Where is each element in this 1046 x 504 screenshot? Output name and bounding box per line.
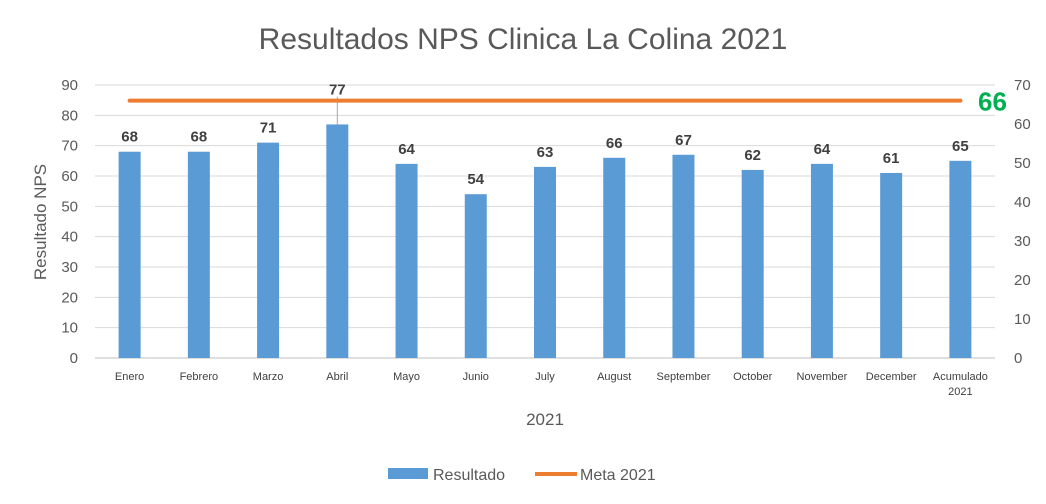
bar xyxy=(741,169,764,358)
bar xyxy=(949,160,972,358)
y-tick-label: 60 xyxy=(61,168,78,185)
y-axis-title: Resultado NPS xyxy=(31,164,50,280)
x-category-label: Mayo xyxy=(393,371,420,383)
y-axis-ticks: 0 10 20 30 40 50 60 70 80 90 xyxy=(61,77,78,367)
bar xyxy=(326,124,349,358)
y2-tick-label: 10 xyxy=(1014,311,1031,328)
legend: Resultado Meta 2021 xyxy=(388,467,656,484)
x-category-label: Marzo xyxy=(253,371,284,383)
y-tick-label: 30 xyxy=(61,259,78,276)
data-label: 71 xyxy=(260,120,277,137)
legend-label-resultado: Resultado xyxy=(433,467,505,484)
y-tick-label: 40 xyxy=(61,229,78,246)
data-label: 67 xyxy=(675,132,692,149)
data-label: 62 xyxy=(744,147,761,164)
bar xyxy=(810,163,833,358)
y2-tick-label: 50 xyxy=(1014,155,1031,172)
data-label: 64 xyxy=(398,141,415,158)
target-value-label: 66 xyxy=(978,87,1007,117)
y-tick-label: 50 xyxy=(61,198,78,215)
y2-tick-label: 40 xyxy=(1014,194,1031,211)
data-label: 65 xyxy=(952,138,969,155)
bar xyxy=(464,194,487,358)
y2-tick-label: 70 xyxy=(1014,77,1031,94)
chart-title: Resultados NPS Clinica La Colina 2021 xyxy=(259,23,788,56)
y2-tick-label: 30 xyxy=(1014,233,1031,250)
data-label: 61 xyxy=(883,150,900,167)
x-category-label: December xyxy=(866,371,917,383)
x-category-label: September xyxy=(657,371,711,383)
x-category-label: Abril xyxy=(326,371,348,383)
data-label: 77 xyxy=(329,82,346,99)
y-tick-label: 70 xyxy=(61,138,78,155)
target-line-series: 66 xyxy=(127,87,1007,117)
data-label: 64 xyxy=(814,141,831,158)
data-label: 68 xyxy=(191,129,208,146)
x-category-label: Enero xyxy=(115,371,144,383)
x-category-label: July xyxy=(535,371,555,383)
y-tick-label: 90 xyxy=(61,77,78,94)
legend-label-meta: Meta 2021 xyxy=(580,467,656,484)
bar xyxy=(880,172,903,358)
bar xyxy=(395,163,418,358)
data-label: 68 xyxy=(121,129,138,146)
y2-tick-label: 60 xyxy=(1014,116,1031,133)
x-category-label: October xyxy=(733,371,772,383)
x-axis-title: 2021 xyxy=(526,410,564,429)
data-labels: 68 68 71 77 64 54 63 66 67 62 64 61 65 xyxy=(121,82,968,189)
data-label: 66 xyxy=(606,135,623,152)
bar xyxy=(603,157,626,358)
x-category-label: August xyxy=(597,371,631,383)
legend-swatch-resultado xyxy=(388,468,428,479)
y2-axis-ticks: 0 10 20 30 40 50 60 70 xyxy=(1014,77,1031,367)
y-tick-label: 10 xyxy=(61,320,78,337)
y2-tick-label: 20 xyxy=(1014,272,1031,289)
bar xyxy=(257,142,280,358)
x-axis-categories: Enero Febrero Marzo Abril Mayo Junio July Augus… xyxy=(115,371,988,398)
y-tick-label: 20 xyxy=(61,289,78,306)
bar xyxy=(118,151,141,358)
y-tick-label: 80 xyxy=(61,107,78,124)
data-label: 63 xyxy=(537,144,554,161)
bar xyxy=(187,151,210,358)
bar-series xyxy=(118,124,972,358)
y-tick-label: 0 xyxy=(70,350,78,367)
bar xyxy=(534,166,556,358)
x-category-label: November xyxy=(797,371,848,383)
data-label: 54 xyxy=(467,171,484,188)
x-category-label: Acumulado 2021 xyxy=(933,371,988,398)
x-category-label: Febrero xyxy=(180,371,219,383)
bar xyxy=(672,154,695,358)
y2-tick-label: 0 xyxy=(1014,350,1022,367)
x-category-label: Junio xyxy=(463,371,489,383)
